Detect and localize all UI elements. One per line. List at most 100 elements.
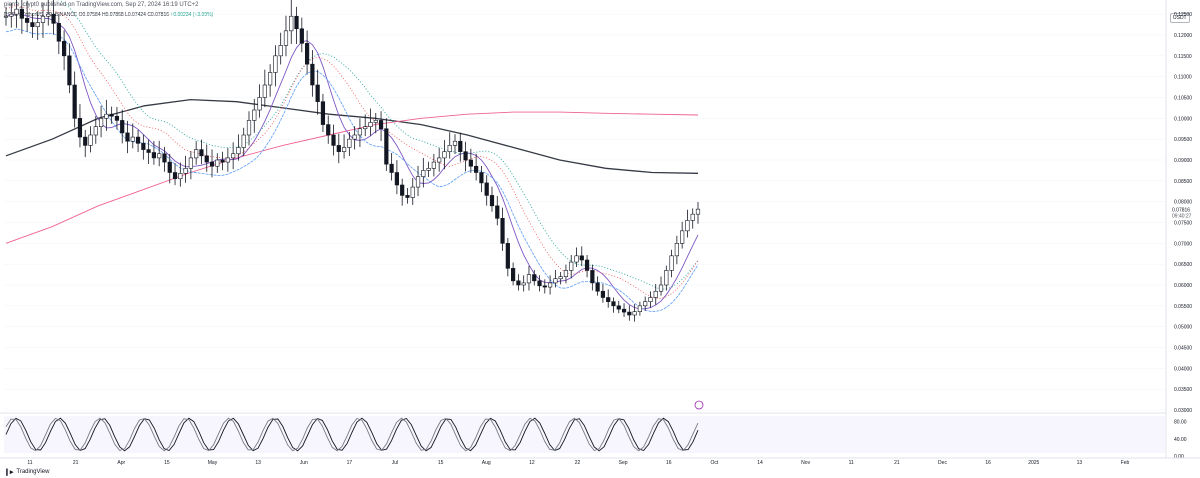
candle (458, 132, 463, 162)
candle (590, 264, 595, 291)
time-tick-label: 11 (849, 460, 854, 466)
candle-body (46, 13, 51, 17)
candle (484, 175, 489, 206)
candle-body (236, 147, 241, 155)
price-tick-label: 0.04500 (1174, 346, 1192, 352)
candle (511, 262, 516, 286)
symbol-name[interactable]: ROSE / TetherUS, 1D, BINANCE (4, 12, 78, 18)
candle (611, 297, 616, 313)
candle-body (410, 186, 415, 198)
candle-body (30, 22, 35, 27)
candle (56, 14, 61, 55)
time-tick-label: Dec (938, 460, 947, 466)
candle (400, 178, 405, 206)
change-value: +0.00234 (+3.09%) (170, 12, 214, 18)
candle (315, 69, 320, 115)
price-tick-label: 0.07000 (1174, 241, 1192, 247)
candle-body (125, 132, 130, 142)
candle-body (474, 165, 479, 173)
candle (231, 142, 236, 170)
candle-body (56, 23, 61, 42)
candle (51, 0, 56, 35)
candle (664, 265, 669, 291)
candle (114, 107, 120, 130)
candle (220, 151, 225, 171)
candle-body (489, 195, 495, 207)
candle (495, 195, 500, 226)
candle (474, 153, 479, 181)
candle (537, 275, 542, 292)
candle (442, 140, 447, 170)
osc-d-line (5, 417, 699, 452)
candle (294, 6, 299, 44)
candle (569, 254, 574, 279)
candle-body (547, 282, 553, 288)
candle (563, 264, 569, 284)
candle (579, 246, 584, 267)
candle-body (231, 153, 236, 159)
candle (46, 0, 51, 26)
time-axis[interactable]: 11 21 Apr 15 May 13 Jun 17 Jul 15 Aug 12 22 Sep 16 Oct 1… (0, 457, 1200, 466)
candle (62, 30, 67, 71)
candle-body (289, 15, 294, 32)
candle (378, 111, 384, 141)
candle (347, 132, 352, 157)
candle-body (188, 157, 193, 169)
candle-body (204, 155, 209, 163)
candle (141, 134, 146, 160)
candle (542, 279, 547, 294)
candle-body (62, 40, 67, 57)
band-blue-line (5, 28, 699, 312)
currency-badge[interactable]: USDT (1170, 13, 1190, 23)
candle-body (690, 213, 695, 221)
candle-body (526, 274, 532, 284)
price-axis[interactable]: 0.12500 0.12000 0.11500 0.11000 0.10500 0.100… (1165, 0, 1195, 458)
candle-body (643, 301, 648, 307)
candle (405, 187, 410, 204)
price-tick-label: 0.05500 (1174, 304, 1192, 310)
candle (600, 283, 606, 303)
candle-body (558, 276, 563, 280)
time-tick-label: 13 (1077, 460, 1083, 466)
candle (437, 148, 442, 172)
candle-body (320, 101, 326, 125)
oscillator-pane[interactable]: 80.00 40.00 0.00 (0, 400, 1187, 460)
candle-body (268, 72, 273, 86)
price-tick-label: 0.03500 (1174, 387, 1192, 393)
candle (135, 129, 141, 152)
candle-body (51, 13, 56, 24)
candle-body (431, 161, 436, 169)
candle-body (368, 122, 373, 127)
ema-purple-line (5, 12, 699, 310)
candle (669, 249, 674, 278)
countdown-label: 09:40:27 (1172, 213, 1192, 219)
price-tick-label: 0.04000 (1174, 366, 1192, 372)
candle-body (9, 13, 14, 17)
candle (157, 140, 162, 167)
candle (268, 64, 273, 97)
candle (199, 139, 204, 165)
candle-body (146, 149, 151, 153)
candle (410, 178, 415, 205)
symbol-legend[interactable]: ROSE / TetherUS, 1D, BINANCE O0.07584 H0… (4, 12, 213, 19)
candle-body (627, 311, 632, 316)
moving-averages (5, 0, 699, 312)
candle (505, 238, 510, 277)
candle-body (130, 136, 135, 142)
time-tick-label: Oct (710, 460, 718, 466)
candle (621, 303, 627, 317)
candle (162, 146, 167, 172)
candle (389, 153, 394, 181)
time-tick-label: 13 (255, 460, 261, 466)
candle (304, 30, 310, 75)
time-tick-label: 14 (757, 460, 763, 466)
candle-body (421, 170, 426, 177)
candle (341, 134, 347, 159)
price-tick-label: 0.08000 (1174, 200, 1192, 206)
dots-green-line (58, 0, 699, 290)
candle-body (19, 8, 24, 19)
candle (236, 134, 241, 161)
candles[interactable] (3, 0, 701, 322)
candle-body (442, 151, 447, 159)
